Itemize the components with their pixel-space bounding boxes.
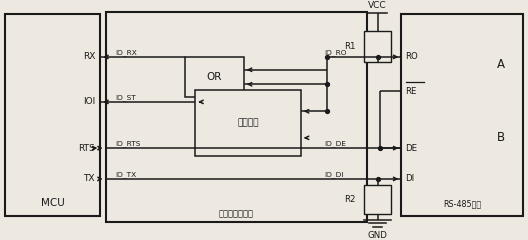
Bar <box>106 12 367 222</box>
Text: MCU: MCU <box>41 198 64 208</box>
Text: RTS: RTS <box>78 144 95 153</box>
Text: DE: DE <box>406 144 418 153</box>
Text: DI: DI <box>406 174 414 183</box>
Text: A: A <box>496 58 505 71</box>
Text: RX: RX <box>83 52 95 61</box>
Text: IO_TX: IO_TX <box>115 171 136 178</box>
Text: 检测模块: 检测模块 <box>238 119 259 128</box>
Bar <box>364 31 391 62</box>
Bar <box>364 185 391 215</box>
Text: 可编程逻辑芯片: 可编程逻辑芯片 <box>219 210 254 218</box>
Text: IO_DI: IO_DI <box>325 171 344 178</box>
Text: IO_RTS: IO_RTS <box>115 140 140 147</box>
Text: B: B <box>496 131 505 144</box>
Text: IO_DE: IO_DE <box>325 140 346 147</box>
Text: R1: R1 <box>344 42 355 51</box>
Text: IO_RO: IO_RO <box>325 49 347 56</box>
Text: RS-485芯片: RS-485芯片 <box>443 200 481 209</box>
Text: R2: R2 <box>344 195 355 204</box>
Text: GND: GND <box>367 231 388 240</box>
Text: OR: OR <box>206 72 222 82</box>
Text: IO_ST: IO_ST <box>115 94 136 101</box>
Text: VCC: VCC <box>368 1 387 10</box>
Bar <box>195 90 301 156</box>
Text: IOI: IOI <box>83 97 95 106</box>
Text: IO_RX: IO_RX <box>115 49 137 56</box>
Bar <box>5 14 100 216</box>
Text: RE: RE <box>406 87 417 96</box>
Text: RO: RO <box>406 52 418 61</box>
Bar <box>401 14 523 216</box>
Bar <box>185 57 244 97</box>
Text: TX: TX <box>83 174 95 183</box>
